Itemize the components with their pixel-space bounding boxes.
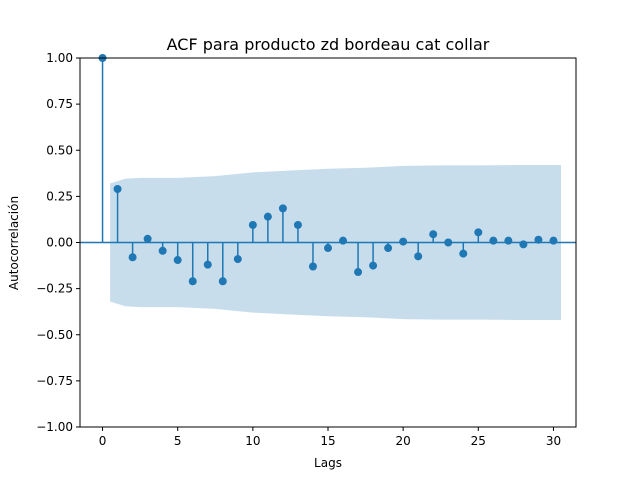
y-tick-label: 0.00 — [46, 236, 73, 250]
data-point — [414, 252, 423, 261]
x-tick-label: 30 — [546, 434, 561, 448]
y-tick-label: −1.00 — [36, 420, 73, 434]
data-point — [399, 237, 408, 246]
x-tick-label: 15 — [320, 434, 335, 448]
y-tick-label: −0.50 — [36, 328, 73, 342]
y-axis-label: Autocorrelación — [7, 196, 21, 290]
data-point — [143, 234, 152, 243]
data-point — [158, 246, 167, 255]
data-point — [459, 249, 468, 258]
data-point — [519, 240, 528, 249]
x-tick-label: 0 — [99, 434, 107, 448]
data-point — [549, 236, 558, 245]
data-point — [324, 244, 332, 253]
stem-layer — [98, 54, 558, 286]
y-tick-label: 1.00 — [46, 51, 73, 65]
data-point — [263, 212, 272, 221]
y-tick-label: 0.50 — [46, 143, 73, 157]
data-point — [354, 268, 363, 277]
data-point — [339, 236, 348, 245]
x-axis-label: Lags — [314, 456, 342, 470]
y-tick-label: −0.75 — [36, 374, 73, 388]
x-tick-label: 10 — [245, 434, 260, 448]
data-point — [489, 236, 498, 245]
data-point — [474, 228, 483, 237]
data-point — [233, 255, 242, 264]
y-tick-label: 0.25 — [46, 189, 73, 203]
data-point — [429, 230, 438, 239]
data-point — [278, 204, 287, 213]
data-point — [173, 256, 182, 265]
x-tick-label: 20 — [396, 434, 411, 448]
data-point — [128, 253, 137, 262]
data-point — [293, 220, 302, 229]
data-point — [248, 220, 257, 229]
data-point — [534, 235, 543, 244]
data-point — [113, 184, 122, 193]
chart-title: ACF para producto zd bordeau cat collar — [167, 35, 490, 54]
data-point — [203, 260, 212, 269]
data-point — [308, 262, 317, 271]
data-point — [218, 277, 227, 286]
tick-layer: 0 5 10 15 20 25 30 −1.00 −0.75 −0.50 −0.25 0.00 0.25… — [36, 51, 561, 448]
x-tick-label: 25 — [471, 434, 486, 448]
data-point — [188, 277, 197, 286]
data-point — [444, 238, 453, 247]
data-point — [504, 236, 513, 245]
plot-frame — [79, 57, 577, 428]
y-tick-label: 0.75 — [46, 97, 73, 111]
y-tick-label: −0.25 — [36, 282, 73, 296]
data-point — [369, 261, 378, 270]
data-point — [384, 244, 393, 253]
x-tick-label: 5 — [174, 434, 182, 448]
